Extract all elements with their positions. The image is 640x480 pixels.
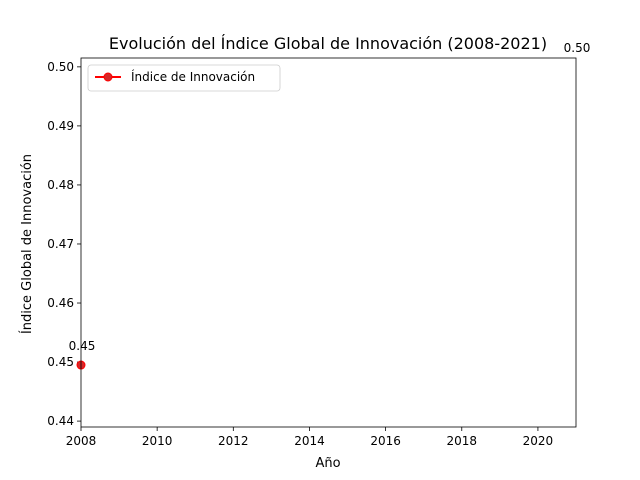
chart-title: Evolución del Índice Global de Innovació… <box>109 34 547 53</box>
x-tick-label: 2020 <box>523 434 554 448</box>
x-tick-label: 2018 <box>446 434 477 448</box>
y-axis-ticks: 0.44 0.45 0.46 0.47 0.48 0.49 0.50 <box>47 60 81 428</box>
x-tick-label: 2010 <box>142 434 173 448</box>
y-tick-label: 0.47 <box>47 237 74 251</box>
y-tick-label: 0.44 <box>47 414 74 428</box>
x-tick-label: 2014 <box>294 434 325 448</box>
y-tick-label: 0.45 <box>47 355 74 369</box>
data-label: 0.45 <box>69 339 96 353</box>
y-tick-label: 0.48 <box>47 178 74 192</box>
legend-marker-swatch <box>103 72 113 82</box>
y-tick-label: 0.49 <box>47 119 74 133</box>
legend-box <box>87 64 281 92</box>
x-tick-label: 2016 <box>370 434 401 448</box>
y-axis-label: Índice Global de Innovación <box>19 154 35 334</box>
legend: Índice de Innovación <box>87 64 281 92</box>
x-tick-label: 2008 <box>66 434 97 448</box>
y-tick-label: 0.50 <box>47 60 74 74</box>
x-axis-label: Año <box>315 456 340 471</box>
x-axis-ticks: 2008 2010 2012 2014 2016 2018 2020 <box>66 427 553 448</box>
legend-label: Índice de Innovación <box>131 69 255 84</box>
x-tick-label: 2012 <box>218 434 249 448</box>
plot-area-frame <box>80 57 577 428</box>
data-label: 0.50 <box>564 41 591 55</box>
annotation-layer: 0.45 0.50 <box>69 41 591 353</box>
y-tick-label: 0.46 <box>47 296 74 310</box>
